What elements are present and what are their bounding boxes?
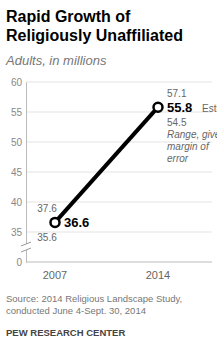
data-label: 36.6 — [64, 215, 89, 230]
grid-line — [26, 82, 212, 83]
text-line: Religiously Unaffiliated — [6, 27, 183, 44]
annotation: Range, givenmargin oferror — [167, 129, 217, 164]
text-line: conducted June 4-Sept. 30, 2014 — [6, 305, 146, 316]
y-tick: 35 — [11, 227, 26, 238]
x-tick-label: 2014 — [146, 269, 170, 281]
point — [51, 218, 60, 227]
range-high-label: 37.6 — [37, 203, 57, 214]
grid — [26, 82, 212, 262]
credit: PEW RESEARCH CENTER — [6, 327, 125, 338]
x-tick-label: 2007 — [43, 269, 67, 281]
y-tick-label: 45 — [11, 167, 23, 178]
y-tick-label: 55 — [11, 107, 23, 118]
source: Source: 2014 Religious Landscape Study,c… — [6, 293, 182, 316]
y-tick: 50 — [11, 137, 26, 148]
text-line: margin of — [167, 141, 210, 152]
y-tick-label: 40 — [11, 197, 23, 208]
title: Rapid Growth of Religiously Unaffiliated — [6, 8, 183, 44]
y-tick: 60 — [11, 77, 26, 88]
y-tick-label: 60 — [11, 77, 23, 88]
labels: 36.6 37.6 35.6 55.857.1 54.5 Estimate Range, g… — [37, 88, 217, 243]
text-line: Source: 2014 Religious Landscape Study, — [6, 293, 182, 304]
plot-area — [51, 103, 163, 227]
y-tick-label: 35 — [11, 227, 23, 238]
subtitle: Adults, in millions — [5, 53, 107, 68]
y-tick: 40 — [11, 197, 26, 208]
annotation: Estimate — [202, 103, 217, 114]
chart: Rapid Growth of Religiously Unaffiliated A… — [0, 0, 217, 354]
y-axis: 0 35 40 45 50 55 60 — [11, 77, 27, 268]
text-line: Range, given — [167, 129, 217, 140]
text-line: error — [167, 153, 189, 164]
y-axis-line — [26, 83, 27, 263]
grid-line — [26, 172, 212, 173]
line — [55, 107, 158, 222]
grid-line — [26, 202, 212, 203]
y-tick: 0 — [16, 257, 26, 268]
point — [154, 103, 163, 112]
axis-break — [21, 242, 31, 246]
axis-break — [21, 248, 31, 252]
text-line: Rapid Growth of — [6, 8, 131, 25]
range-low-label: 35.6 — [37, 232, 57, 243]
y-tick-label: 50 — [11, 137, 23, 148]
grid-line — [26, 262, 212, 263]
y-tick: 45 — [11, 167, 26, 178]
range-high-label: 57.1 — [167, 88, 187, 99]
data-label: 55.8 — [167, 100, 192, 115]
y-tick: 55 — [11, 107, 26, 118]
y-tick-label: 0 — [16, 257, 22, 268]
range-low-label: 54.5 — [167, 117, 187, 128]
